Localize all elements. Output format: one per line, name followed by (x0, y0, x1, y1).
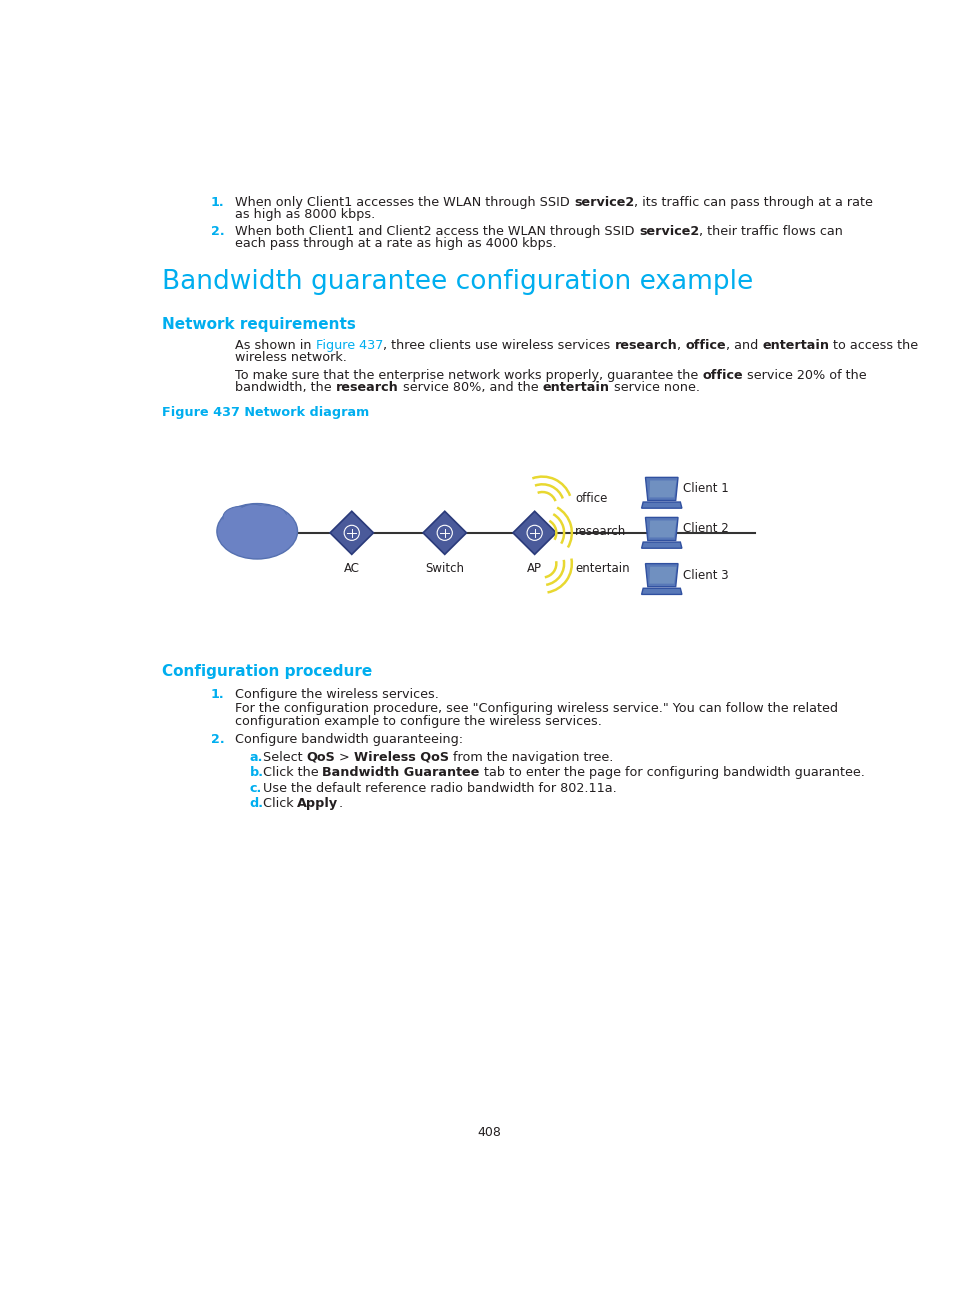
Ellipse shape (239, 504, 267, 522)
Text: office: office (685, 338, 725, 351)
Text: Client 3: Client 3 (682, 569, 728, 582)
Polygon shape (641, 542, 681, 548)
Text: QoS: QoS (306, 750, 335, 763)
Text: configuration example to configure the wireless services.: configuration example to configure the w… (235, 714, 601, 727)
Text: Apply: Apply (297, 797, 338, 810)
Text: IP network: IP network (226, 525, 288, 538)
Text: 2.: 2. (211, 224, 224, 238)
Text: entertain: entertain (575, 561, 629, 574)
Polygon shape (641, 588, 681, 595)
Polygon shape (645, 564, 678, 587)
Text: Switch: Switch (425, 562, 464, 575)
Text: Wireless QoS: Wireless QoS (354, 750, 448, 763)
Text: Client 1: Client 1 (682, 482, 728, 495)
Polygon shape (513, 511, 556, 555)
Text: entertain: entertain (761, 338, 828, 351)
Text: a.: a. (249, 750, 262, 763)
Text: As shown in: As shown in (235, 338, 315, 351)
Ellipse shape (252, 505, 286, 526)
Text: 1.: 1. (211, 196, 224, 209)
Ellipse shape (218, 505, 295, 557)
Text: as high as 8000 kbps.: as high as 8000 kbps. (235, 207, 375, 220)
Polygon shape (645, 477, 678, 500)
Text: When both Client1 and Client2 access the WLAN through SSID: When both Client1 and Client2 access the… (235, 224, 639, 238)
Text: Configuration procedure: Configuration procedure (162, 664, 372, 679)
Text: research: research (335, 381, 398, 394)
Text: service2: service2 (639, 224, 699, 238)
Text: service none.: service none. (609, 381, 699, 394)
Text: research: research (575, 525, 625, 538)
Text: For the configuration procedure, see "Configuring wireless service." You can fol: For the configuration procedure, see "Co… (235, 702, 838, 715)
Text: , its traffic can pass through at a rate: , its traffic can pass through at a rate (634, 196, 872, 209)
Text: Select: Select (262, 750, 306, 763)
Text: 408: 408 (476, 1126, 500, 1139)
Text: research: research (614, 338, 677, 351)
Polygon shape (641, 502, 681, 508)
Text: .: . (338, 797, 342, 810)
Text: to access the: to access the (828, 338, 918, 351)
Text: b.: b. (249, 766, 263, 779)
Text: To make sure that the enterprise network works properly, guarantee the: To make sure that the enterprise network… (235, 369, 702, 382)
Text: ,: , (677, 338, 685, 351)
Text: office: office (575, 491, 607, 504)
Text: Click: Click (262, 797, 297, 810)
Text: When only Client1 accesses the WLAN through SSID: When only Client1 accesses the WLAN thro… (235, 196, 574, 209)
Polygon shape (649, 521, 676, 538)
Polygon shape (649, 481, 676, 498)
Text: 1.: 1. (211, 688, 224, 701)
Text: entertain: entertain (542, 381, 609, 394)
Text: service 80%, and the: service 80%, and the (398, 381, 542, 394)
Text: service2: service2 (574, 196, 634, 209)
Text: Use the default reference radio bandwidth for 802.11a.: Use the default reference radio bandwidt… (262, 781, 616, 794)
Text: Bandwidth Guarantee: Bandwidth Guarantee (322, 766, 479, 779)
Text: , and: , and (725, 338, 761, 351)
Text: AP: AP (527, 562, 541, 575)
Text: wireless network.: wireless network. (235, 351, 347, 364)
Text: 2.: 2. (211, 734, 224, 746)
Text: Bandwidth guarantee configuration example: Bandwidth guarantee configuration exampl… (162, 270, 752, 295)
Text: office: office (702, 369, 742, 382)
Text: Figure 437: Figure 437 (315, 338, 383, 351)
Ellipse shape (216, 504, 297, 559)
Text: Click the: Click the (262, 766, 322, 779)
Text: , three clients use wireless services: , three clients use wireless services (383, 338, 614, 351)
Text: d.: d. (249, 797, 263, 810)
Text: Figure 437 Network diagram: Figure 437 Network diagram (162, 406, 369, 419)
Text: from the navigation tree.: from the navigation tree. (448, 750, 613, 763)
Ellipse shape (223, 507, 259, 529)
Text: tab to enter the page for configuring bandwidth guarantee.: tab to enter the page for configuring ba… (479, 766, 863, 779)
Text: , their traffic flows can: , their traffic flows can (699, 224, 842, 238)
Text: c.: c. (249, 781, 261, 794)
Text: service 20% of the: service 20% of the (742, 369, 866, 382)
Polygon shape (649, 566, 676, 583)
Text: Configure bandwidth guaranteeing:: Configure bandwidth guaranteeing: (235, 734, 463, 746)
Polygon shape (645, 517, 678, 540)
Text: each pass through at a rate as high as 4000 kbps.: each pass through at a rate as high as 4… (235, 237, 557, 250)
Text: Client 2: Client 2 (682, 522, 728, 535)
Text: Network requirements: Network requirements (162, 318, 355, 332)
Text: AC: AC (343, 562, 359, 575)
Polygon shape (330, 511, 373, 555)
Text: Configure the wireless services.: Configure the wireless services. (235, 688, 439, 701)
Polygon shape (422, 511, 466, 555)
Text: >: > (335, 750, 354, 763)
Text: bandwidth, the: bandwidth, the (235, 381, 335, 394)
